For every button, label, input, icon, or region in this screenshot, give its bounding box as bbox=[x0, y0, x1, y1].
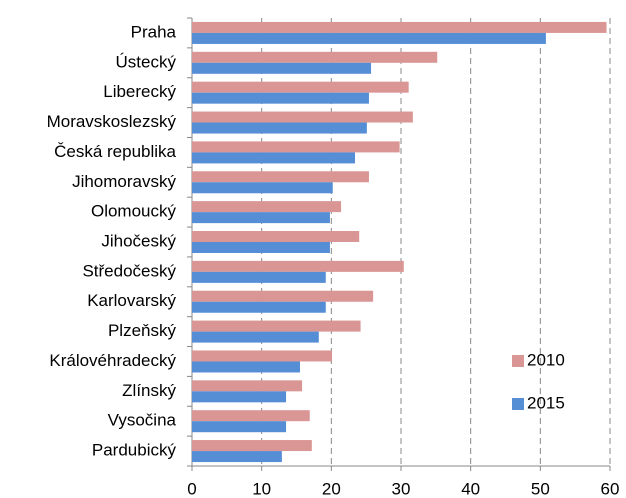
bar bbox=[192, 92, 369, 104]
y-tick-label: Česká republika bbox=[54, 142, 176, 161]
legend-label: 2015 bbox=[527, 393, 565, 412]
y-tick-label: Plzeňský bbox=[108, 321, 177, 340]
bar bbox=[192, 51, 438, 63]
y-tick-label: Praha bbox=[131, 22, 177, 41]
y-tick-label: Jihočeský bbox=[101, 231, 176, 250]
bar bbox=[192, 122, 367, 134]
bar bbox=[192, 141, 400, 153]
bar bbox=[192, 391, 287, 403]
y-tick-label: Královéhradecký bbox=[49, 351, 176, 370]
x-tick-label: 20 bbox=[322, 479, 341, 498]
bar bbox=[192, 231, 360, 242]
bar bbox=[192, 21, 607, 33]
bar bbox=[192, 81, 409, 93]
bar bbox=[192, 320, 361, 332]
y-tick-label: Liberecký bbox=[103, 82, 176, 101]
bar bbox=[192, 212, 330, 224]
bar bbox=[192, 182, 333, 194]
bar bbox=[192, 331, 319, 343]
bar bbox=[192, 350, 333, 362]
y-tick-label: Moravskoslezský bbox=[47, 112, 177, 131]
legend-label: 2010 bbox=[527, 350, 565, 369]
bar bbox=[192, 290, 374, 302]
bar bbox=[192, 361, 300, 373]
legend-swatch bbox=[512, 355, 524, 367]
y-tick-label: Vysočina bbox=[108, 411, 177, 430]
x-tick-label: 40 bbox=[461, 479, 480, 498]
bar bbox=[192, 171, 369, 183]
bar bbox=[192, 152, 356, 164]
y-tick-label: Zlínský bbox=[122, 381, 176, 400]
x-tick-label: 30 bbox=[392, 479, 411, 498]
x-tick-label: 60 bbox=[601, 479, 620, 498]
bar bbox=[192, 242, 330, 253]
x-tick-label: 10 bbox=[252, 479, 271, 498]
y-tick-label: Středočeský bbox=[82, 261, 176, 280]
bar bbox=[192, 301, 326, 313]
bar bbox=[192, 380, 303, 392]
bar bbox=[192, 410, 310, 422]
x-tick-label: 0 bbox=[187, 479, 196, 498]
bar bbox=[192, 440, 312, 452]
y-tick-label: Karlovarský bbox=[87, 291, 176, 310]
legend-swatch bbox=[512, 398, 524, 410]
bar bbox=[192, 201, 342, 213]
y-tick-label: Olomoucký bbox=[91, 202, 177, 221]
x-tick-label: 50 bbox=[531, 479, 550, 498]
bar bbox=[192, 32, 546, 44]
y-tick-label: Jihomoravský bbox=[72, 172, 176, 191]
bar bbox=[192, 260, 404, 272]
bar bbox=[192, 421, 287, 433]
y-tick-label: Pardubický bbox=[92, 441, 177, 460]
bar bbox=[192, 62, 372, 74]
bar bbox=[192, 111, 413, 123]
bar bbox=[192, 271, 326, 283]
bar bbox=[192, 451, 282, 463]
y-tick-label: Ústecký bbox=[116, 52, 177, 71]
